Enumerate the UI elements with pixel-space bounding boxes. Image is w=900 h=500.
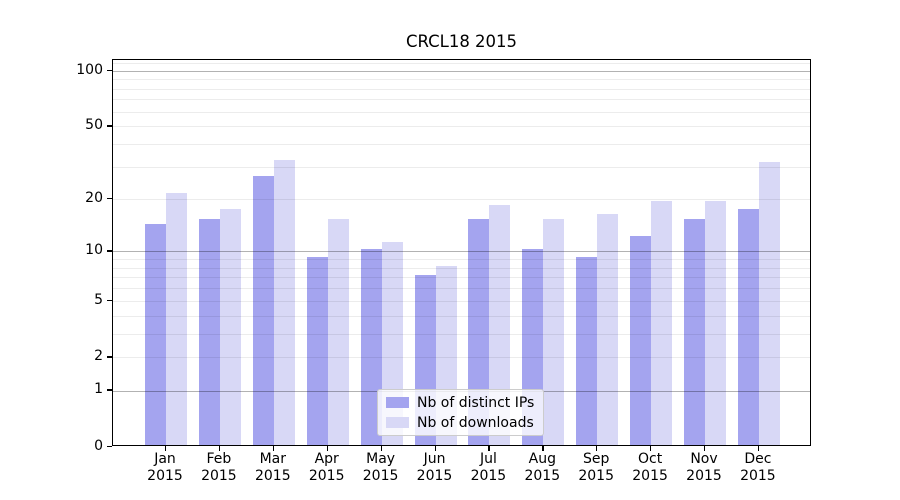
y-tick-mark: [107, 299, 112, 302]
bar-feb-downloads: [219, 209, 241, 445]
bar-apr-downloads: [327, 218, 349, 445]
bar-aug-downloads: [543, 218, 565, 445]
y-tick-label-5: 5: [94, 291, 103, 308]
bar-may-distinct-ips: [360, 249, 382, 445]
y-tick-label-50: 50: [85, 117, 103, 134]
x-tick-label-jan: Jan 2015: [147, 451, 183, 484]
x-tick-mark-sep: [596, 446, 598, 451]
y-tick-mark: [107, 250, 112, 252]
bar-dec-downloads: [758, 162, 780, 445]
x-tick-label-mar: Mar 2015: [254, 451, 291, 484]
gridline-2: [113, 357, 810, 359]
gridline-100: [113, 70, 810, 72]
gridline-90: [113, 79, 810, 80]
x-tick-mark-apr: [326, 446, 328, 451]
gridline-6: [113, 288, 810, 290]
x-tick-label-aug: Aug 2015: [524, 451, 561, 484]
gridline-7: [113, 277, 810, 279]
bar-mar-distinct-ips: [252, 176, 274, 445]
bar-mar-downloads: [273, 159, 295, 445]
gridline-110: [113, 62, 810, 64]
legend-swatch-downloads: [386, 417, 409, 428]
x-tick-label-may: May 2015: [362, 451, 399, 484]
bar-jul-downloads: [489, 204, 511, 445]
gridline-3: [113, 333, 810, 335]
legend-label: Nb of downloads: [417, 414, 534, 431]
y-tick-mark: [107, 446, 112, 448]
legend-label: Nb of distinct IPs: [417, 394, 535, 411]
x-tick-mark-feb: [218, 446, 221, 451]
gridline-70: [113, 99, 810, 101]
y-tick-label-20: 20: [85, 189, 103, 206]
gridline-30: [113, 166, 810, 168]
plot-area: [112, 59, 811, 446]
bar-sep-distinct-ips: [576, 257, 598, 445]
x-tick-mark-nov: [704, 446, 706, 451]
x-tick-mark-jun: [434, 446, 436, 451]
gridline-10: [113, 251, 810, 253]
gridline-20: [113, 198, 810, 200]
y-tick-label-1: 1: [94, 381, 103, 398]
x-tick-label-nov: Nov 2015: [686, 451, 722, 484]
x-tick-label-oct: Oct 2015: [632, 451, 668, 484]
bar-oct-distinct-ips: [630, 235, 652, 445]
gridline-8: [113, 267, 810, 269]
bar-feb-distinct-ips: [198, 218, 220, 445]
x-tick-mark-mar: [272, 446, 275, 451]
x-tick-mark-jul: [488, 446, 490, 451]
y-tick-mark: [107, 125, 112, 127]
x-tick-mark-may: [380, 446, 382, 451]
x-tick-label-jun: Jun 2015: [416, 451, 453, 484]
gridline-60: [113, 111, 810, 113]
bar-sep-downloads: [597, 213, 619, 445]
y-tick-label-100: 100: [76, 61, 103, 78]
x-tick-mark-dec: [757, 446, 760, 451]
bar-oct-downloads: [651, 200, 673, 445]
gridline-9: [113, 259, 810, 261]
x-tick-mark-oct: [650, 446, 652, 451]
chart-title: CRCL18 2015: [405, 32, 518, 51]
bar-jul-distinct-ips: [468, 218, 490, 445]
bar-jan-distinct-ips: [145, 224, 166, 445]
y-tick-mark: [107, 389, 112, 391]
gridline-4: [113, 315, 810, 317]
bar-apr-distinct-ips: [306, 257, 328, 445]
y-tick-mark: [107, 69, 112, 71]
legend-entry: Nb of distinct IPs: [386, 395, 543, 411]
gridline-80: [113, 88, 810, 90]
x-tick-mark-aug: [542, 446, 544, 451]
y-tick-label-10: 10: [85, 242, 103, 259]
y-tick-label-2: 2: [94, 348, 103, 365]
bar-jan-downloads: [166, 192, 187, 445]
bar-dec-distinct-ips: [737, 209, 759, 445]
legend: Nb of distinct IPs Nb of downloads: [377, 389, 544, 436]
x-tick-mark-jan: [165, 446, 167, 451]
y-tick-mark: [107, 197, 112, 199]
legend-swatch-distinct-ips: [386, 397, 409, 408]
x-tick-label-jul: Jul 2015: [470, 451, 507, 484]
x-tick-label-sep: Sep 2015: [578, 451, 614, 484]
y-tick-label-0: 0: [94, 438, 103, 454]
legend-entry: Nb of downloads: [386, 415, 543, 431]
bar-nov-downloads: [705, 200, 726, 445]
gridline-40: [113, 144, 810, 145]
x-tick-label-dec: Dec 2015: [740, 451, 776, 484]
gridline-50: [113, 126, 810, 128]
bar-nov-distinct-ips: [684, 218, 705, 445]
gridline-5: [113, 300, 810, 302]
x-tick-label-apr: Apr 2015: [308, 451, 345, 484]
y-tick-mark: [107, 356, 112, 358]
x-tick-label-feb: Feb 2015: [201, 451, 237, 484]
